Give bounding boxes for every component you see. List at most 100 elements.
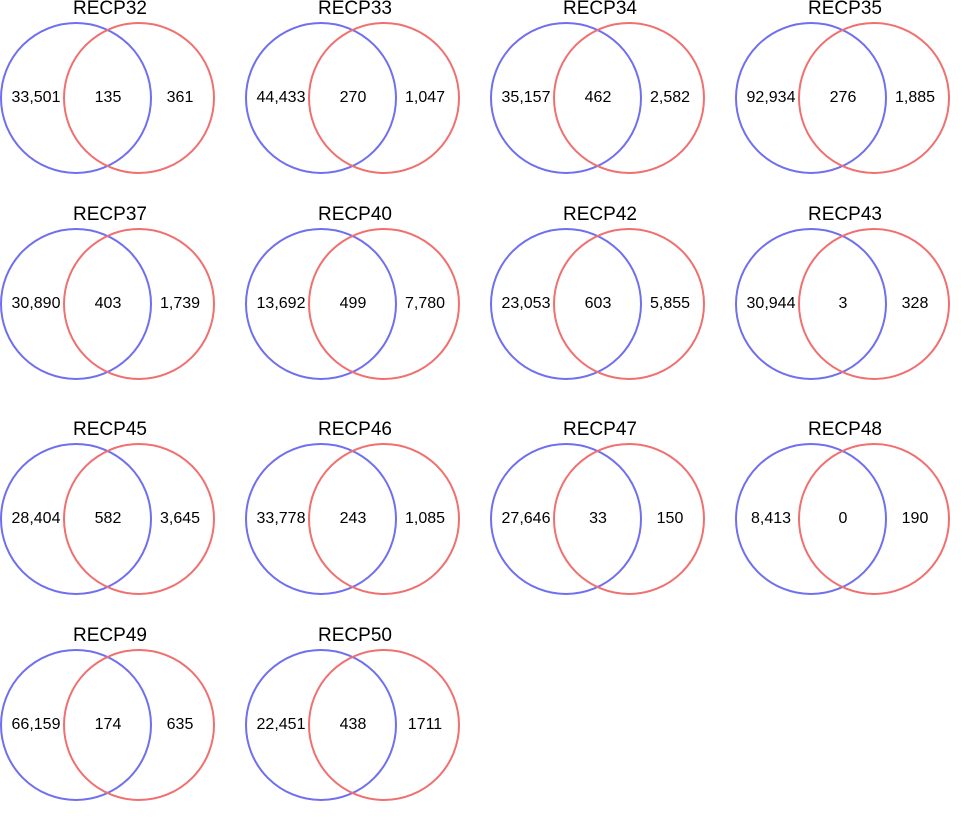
right-only-count: 2,582 xyxy=(649,89,691,106)
left-only-count: 28,404 xyxy=(11,510,61,527)
left-set-circle xyxy=(490,228,642,380)
overlap-count: 174 xyxy=(94,716,122,733)
overlap-count: 135 xyxy=(94,89,122,106)
left-only-count: 33,778 xyxy=(256,510,306,527)
diagram-title: RECP34 xyxy=(563,0,637,19)
left-only-count: 35,157 xyxy=(501,89,551,106)
overlap-count: 403 xyxy=(94,295,122,312)
venn-diagram-recp32: RECP32 33,501 135 361 xyxy=(0,0,240,200)
diagram-title: RECP37 xyxy=(73,204,147,225)
left-only-count: 30,890 xyxy=(11,295,61,312)
left-set-circle xyxy=(735,228,887,380)
venn-circles xyxy=(245,443,460,595)
left-set-circle xyxy=(0,22,152,174)
diagram-title: RECP48 xyxy=(808,419,882,440)
overlap-count: 499 xyxy=(339,295,367,312)
diagram-title: RECP43 xyxy=(808,204,882,225)
left-set-circle xyxy=(245,443,397,595)
venn-diagram-recp48: RECP48 8,413 0 190 xyxy=(735,419,965,621)
right-set-circle xyxy=(63,443,215,595)
overlap-count: 243 xyxy=(339,510,367,527)
right-only-count: 1,085 xyxy=(404,510,446,527)
left-set-circle xyxy=(490,443,642,595)
diagram-title: RECP47 xyxy=(563,419,637,440)
right-set-circle xyxy=(798,22,950,174)
right-set-circle xyxy=(798,228,950,380)
venn-circles xyxy=(0,443,215,595)
right-only-count: 5,855 xyxy=(649,295,691,312)
overlap-count: 33 xyxy=(589,510,607,527)
venn-circles xyxy=(490,22,705,174)
overlap-count: 3 xyxy=(838,295,848,312)
overlap-count: 0 xyxy=(838,510,848,527)
venn-circles xyxy=(735,22,950,174)
right-set-circle xyxy=(798,443,950,595)
venn-diagram-recp42: RECP42 23,053 603 5,855 xyxy=(490,204,730,406)
venn-diagram-recp35: RECP35 92,934 276 1,885 xyxy=(735,0,965,200)
left-only-count: 23,053 xyxy=(501,295,551,312)
venn-circles xyxy=(245,228,460,380)
right-only-count: 328 xyxy=(901,295,929,312)
venn-circles xyxy=(245,22,460,174)
left-set-circle xyxy=(0,443,152,595)
left-only-count: 66,159 xyxy=(11,716,61,733)
overlap-count: 462 xyxy=(584,89,612,106)
venn-diagram-recp50: RECP50 22,451 438 1711 xyxy=(245,625,485,827)
overlap-count: 438 xyxy=(339,716,367,733)
right-only-count: 1,047 xyxy=(404,89,446,106)
diagram-title: RECP50 xyxy=(318,625,392,646)
diagram-title: RECP45 xyxy=(73,419,147,440)
left-only-count: 27,646 xyxy=(501,510,551,527)
right-only-count: 3,645 xyxy=(159,510,201,527)
left-only-count: 30,944 xyxy=(746,295,796,312)
right-only-count: 1,885 xyxy=(894,89,936,106)
venn-diagram-recp46: RECP46 33,778 243 1,085 xyxy=(245,419,485,621)
left-set-circle xyxy=(245,22,397,174)
overlap-count: 603 xyxy=(584,295,612,312)
left-set-circle xyxy=(490,22,642,174)
left-only-count: 44,433 xyxy=(256,89,306,106)
right-only-count: 190 xyxy=(901,510,929,527)
overlap-count: 582 xyxy=(94,510,122,527)
right-set-circle xyxy=(308,443,460,595)
venn-diagram-recp47: RECP47 27,646 33 150 xyxy=(490,419,730,621)
venn-circles xyxy=(735,228,950,380)
venn-diagram-recp49: RECP49 66,159 174 635 xyxy=(0,625,240,827)
right-only-count: 1711 xyxy=(407,716,443,733)
left-set-circle xyxy=(0,228,152,380)
overlap-count: 270 xyxy=(339,89,367,106)
venn-circles xyxy=(490,228,705,380)
left-only-count: 92,934 xyxy=(746,89,796,106)
left-set-circle xyxy=(735,443,887,595)
left-only-count: 8,413 xyxy=(750,510,792,527)
right-set-circle xyxy=(63,22,215,174)
diagram-title: RECP42 xyxy=(563,204,637,225)
right-set-circle xyxy=(553,228,705,380)
left-only-count: 33,501 xyxy=(11,89,61,106)
right-only-count: 635 xyxy=(166,716,194,733)
venn-diagram-recp43: RECP43 30,944 3 328 xyxy=(735,204,965,406)
venn-diagram-recp34: RECP34 35,157 462 2,582 xyxy=(490,0,730,200)
right-only-count: 7,780 xyxy=(404,295,446,312)
diagram-title: RECP46 xyxy=(318,419,392,440)
right-only-count: 1,739 xyxy=(159,295,201,312)
venn-circles xyxy=(0,228,215,380)
right-set-circle xyxy=(553,22,705,174)
venn-circles xyxy=(490,443,705,595)
diagram-title: RECP40 xyxy=(318,204,392,225)
left-only-count: 13,692 xyxy=(256,295,306,312)
venn-diagram-recp45: RECP45 28,404 582 3,645 xyxy=(0,419,240,621)
venn-circles xyxy=(735,443,950,595)
right-set-circle xyxy=(308,22,460,174)
left-set-circle xyxy=(735,22,887,174)
diagram-title: RECP32 xyxy=(73,0,147,19)
venn-diagram-recp40: RECP40 13,692 499 7,780 xyxy=(245,204,485,406)
left-set-circle xyxy=(245,228,397,380)
venn-circles xyxy=(0,22,215,174)
right-set-circle xyxy=(553,443,705,595)
overlap-count: 276 xyxy=(829,89,857,106)
right-set-circle xyxy=(308,228,460,380)
left-only-count: 22,451 xyxy=(256,716,306,733)
venn-diagram-recp37: RECP37 30,890 403 1,739 xyxy=(0,204,240,406)
diagram-title: RECP35 xyxy=(808,0,882,19)
